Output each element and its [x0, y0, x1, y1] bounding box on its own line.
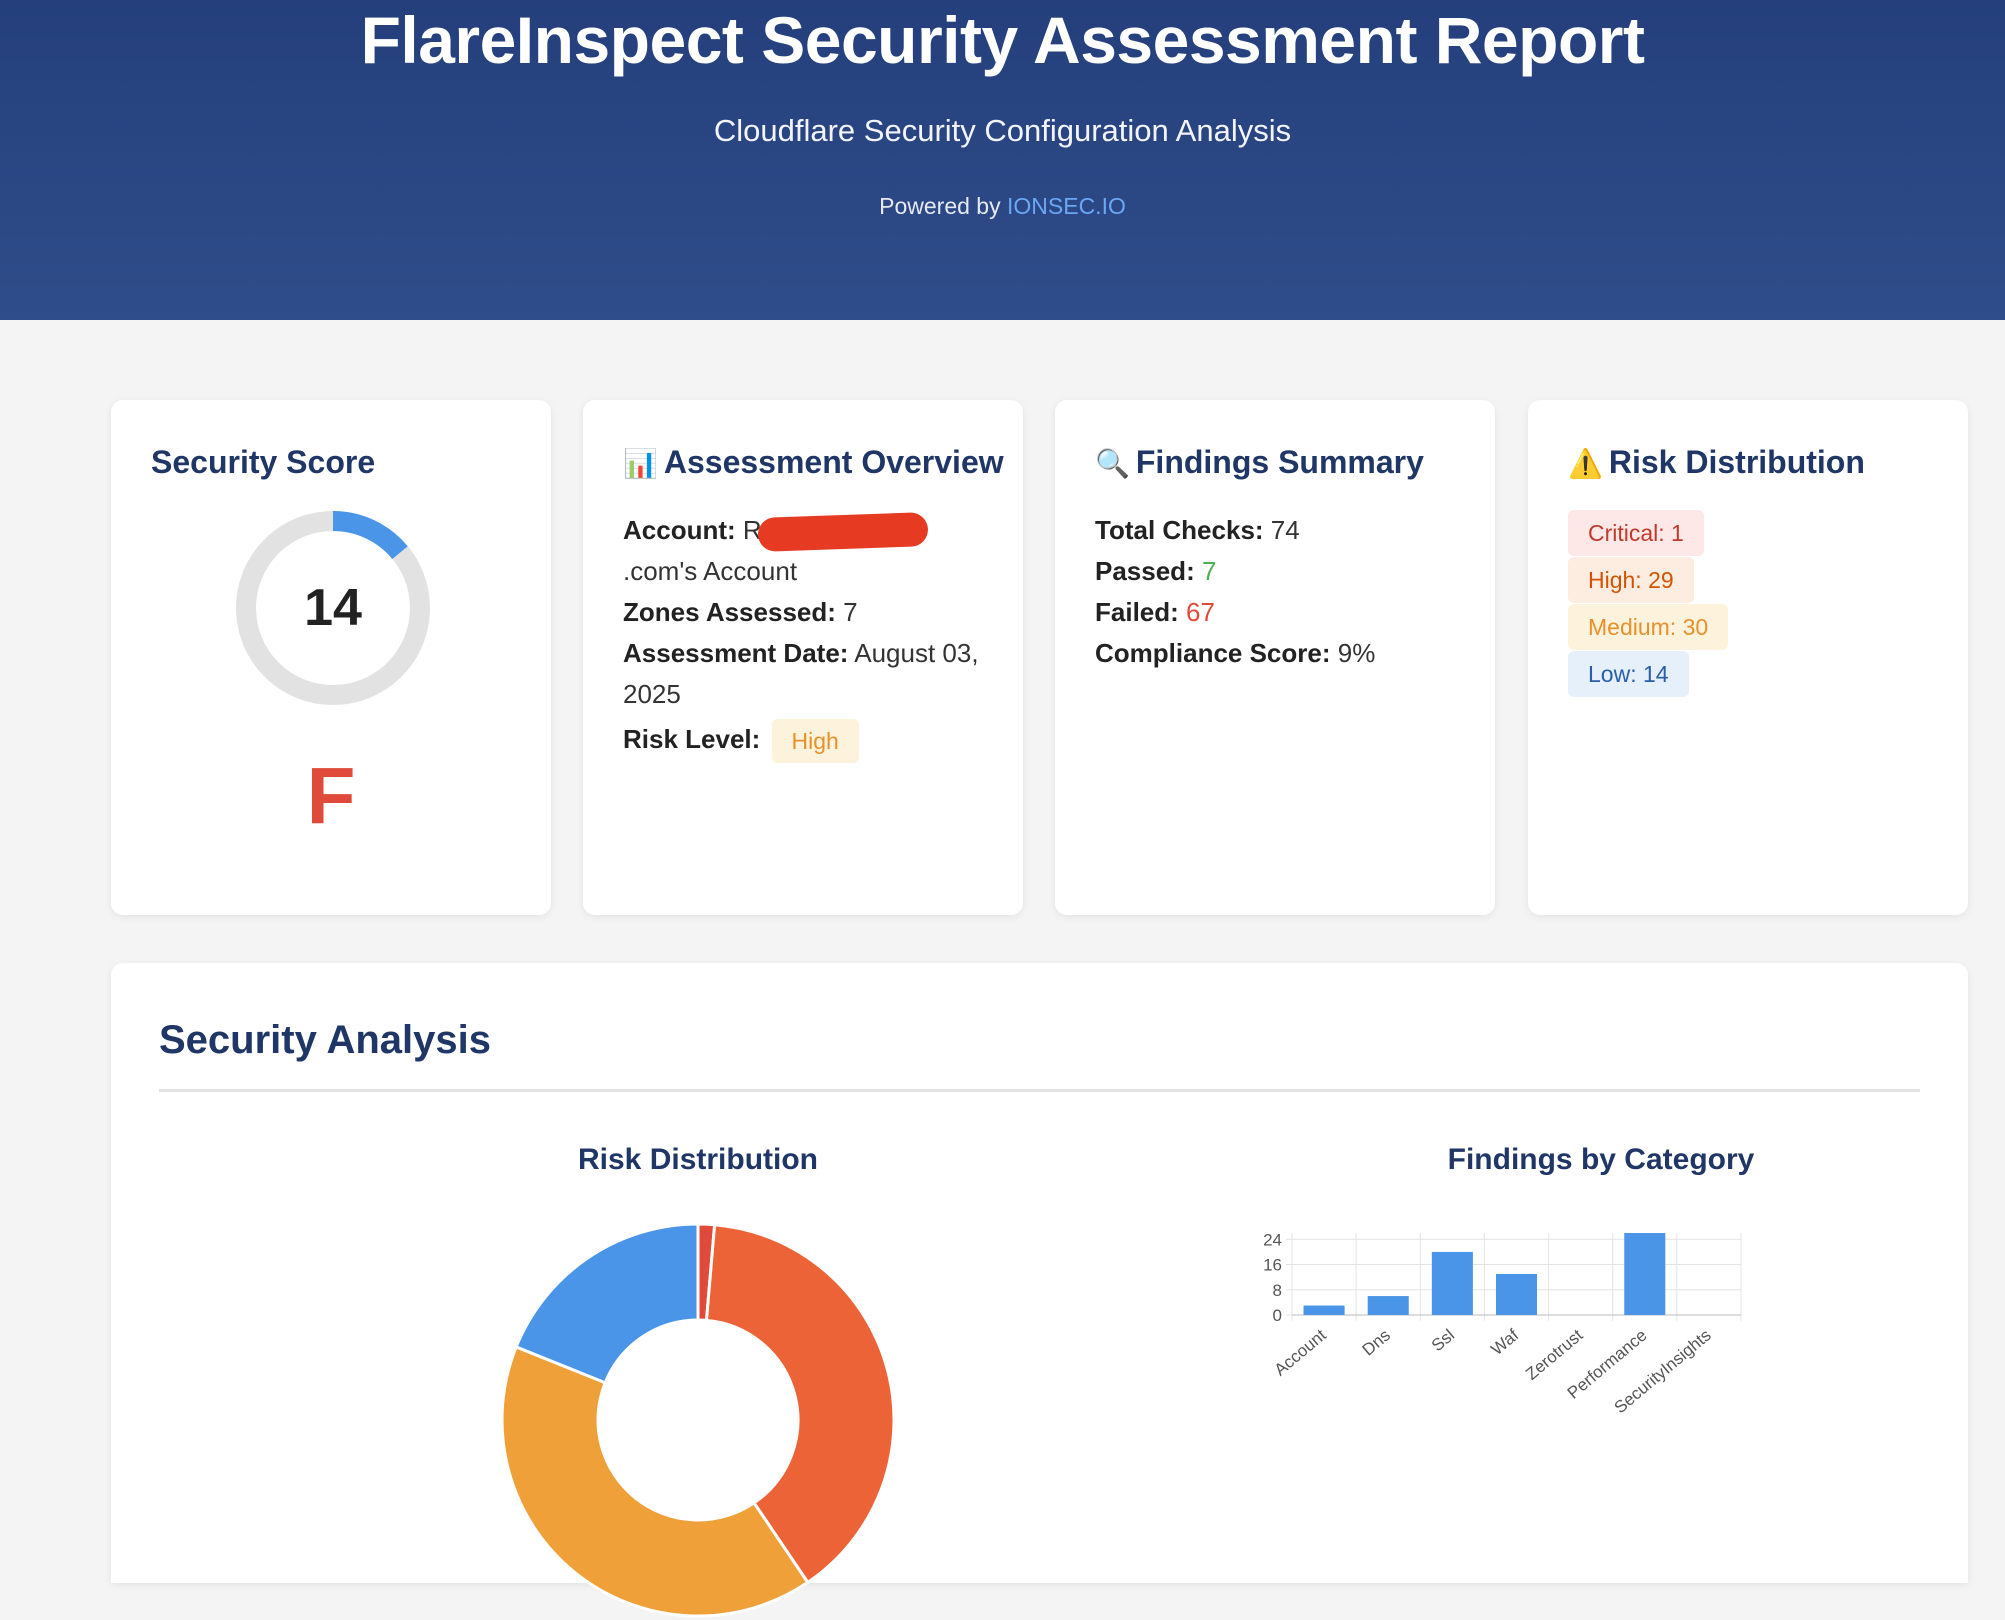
risk-level-row: Risk Level: High [623, 719, 993, 764]
security-score-value: 14 [304, 579, 362, 637]
warning-icon: ⚠️ [1568, 448, 1603, 479]
zones-row: Zones Assessed: 7 [623, 592, 993, 633]
bar-account [1303, 1305, 1345, 1315]
bar-performance [1624, 1233, 1666, 1315]
magnifier-icon: 🔍 [1095, 448, 1130, 479]
y-tick-label: 8 [1273, 1281, 1282, 1300]
compliance-value: 9% [1337, 638, 1376, 668]
security-analysis-title: Security Analysis [159, 1018, 492, 1062]
date-label: Assessment Date: [623, 638, 849, 668]
risk-distribution-title: ⚠️ Risk Distribution [1568, 444, 1865, 481]
findings-summary-card: 🔍 Findings Summary Total Checks: 74 Passe… [1055, 400, 1495, 915]
risk-low-badge: Low: 14 [1568, 651, 1689, 697]
powered-by: Powered by IONSEC.IO [0, 193, 2005, 220]
assessment-overview-label: Assessment Overview [663, 444, 1004, 480]
findings-details: Total Checks: 74 Passed: 7 Failed: 67 Co… [1095, 510, 1465, 674]
risk-list: Critical: 1 High: 29 Medium: 30 Low: 14 [1568, 510, 1729, 698]
category-chart-title: Findings by Category [1447, 1143, 1755, 1176]
zones-label: Zones Assessed: [623, 597, 836, 627]
date-value: August 03, 2025 [623, 638, 979, 709]
redaction-mark [757, 512, 929, 553]
findings-summary-title: 🔍 Findings Summary [1095, 444, 1424, 481]
risk-medium-badge: Medium: 30 [1568, 604, 1729, 650]
security-analysis-section: Security Analysis Risk Distribution Find… [111, 963, 1968, 1618]
total-checks-row: Total Checks: 74 [1095, 510, 1465, 551]
security-score-title: Security Score [151, 444, 376, 480]
powered-by-label: Powered by [879, 193, 1007, 219]
passed-label: Passed: [1095, 556, 1195, 586]
risk-chart-title: Risk Distribution [577, 1143, 818, 1176]
risk-level-badge: High [771, 719, 859, 764]
bar-waf [1495, 1274, 1538, 1315]
score-ring [236, 511, 430, 705]
date-row: Assessment Date: August 03, 2025 [623, 633, 993, 715]
x-tick-label: Ssl [1428, 1326, 1458, 1356]
risk-donut-chart [500, 1222, 896, 1618]
risk-high-badge: High: 29 [1568, 557, 1694, 603]
x-tick-label: Waf [1487, 1325, 1522, 1359]
bar-ssl [1431, 1251, 1473, 1315]
account-row: Account: R .com's Account [623, 510, 993, 592]
x-tick-label: Dns [1359, 1326, 1394, 1360]
bar-dns [1367, 1296, 1409, 1315]
passed-value: 7 [1201, 556, 1217, 586]
donut-slice-medium [500, 1344, 810, 1618]
y-tick-label: 0 [1273, 1306, 1282, 1325]
risk-critical-badge: Critical: 1 [1568, 510, 1704, 556]
risk-distribution-card: ⚠️ Risk Distribution Critical: 1 High: 29… [1528, 400, 1968, 915]
y-tick-label: 16 [1263, 1256, 1282, 1275]
bar-chart-icon: 📊 [623, 448, 658, 479]
failed-value: 67 [1186, 597, 1215, 627]
ionsec-link[interactable]: IONSEC.IO [1007, 193, 1126, 219]
risk-level-label: Risk Level: [623, 724, 761, 754]
x-tick-label: Account [1271, 1325, 1330, 1379]
account-suffix: .com's Account [623, 556, 798, 586]
report-title: FlareInspect Security Assessment Report [360, 3, 1645, 77]
report-subtitle: Cloudflare Security Configuration Analys… [713, 113, 1292, 148]
findings-summary-label: Findings Summary [1135, 444, 1424, 480]
report-header: FlareInspect Security Assessment Report … [0, 0, 2005, 320]
overview-details: Account: R .com's Account Zones Assessed:… [623, 510, 993, 764]
section-divider [159, 1089, 1920, 1092]
assessment-overview-title: 📊 Assessment Overview [623, 444, 1004, 481]
account-prefix: R [742, 515, 762, 545]
total-checks-value: 74 [1270, 515, 1300, 545]
compliance-label: Compliance Score: [1095, 638, 1331, 668]
donut-slice-low [514, 1222, 700, 1385]
account-label: Account: [623, 515, 736, 545]
failed-label: Failed: [1095, 597, 1179, 627]
y-tick-label: 24 [1263, 1230, 1282, 1249]
security-score-card: Security Score 14 F [111, 400, 551, 915]
passed-row: Passed: 7 [1095, 551, 1465, 592]
zones-value: 7 [843, 597, 858, 627]
compliance-row: Compliance Score: 9% [1095, 633, 1465, 674]
score-ring-fill [236, 511, 430, 705]
x-tick-label: Zerotrust [1522, 1325, 1587, 1383]
risk-distribution-label: Risk Distribution [1608, 444, 1865, 480]
assessment-overview-card: 📊 Assessment Overview Account: R .com's Ac… [583, 400, 1023, 915]
security-grade: F [306, 751, 356, 840]
total-checks-label: Total Checks: [1095, 515, 1264, 545]
failed-row: Failed: 67 [1095, 592, 1465, 633]
